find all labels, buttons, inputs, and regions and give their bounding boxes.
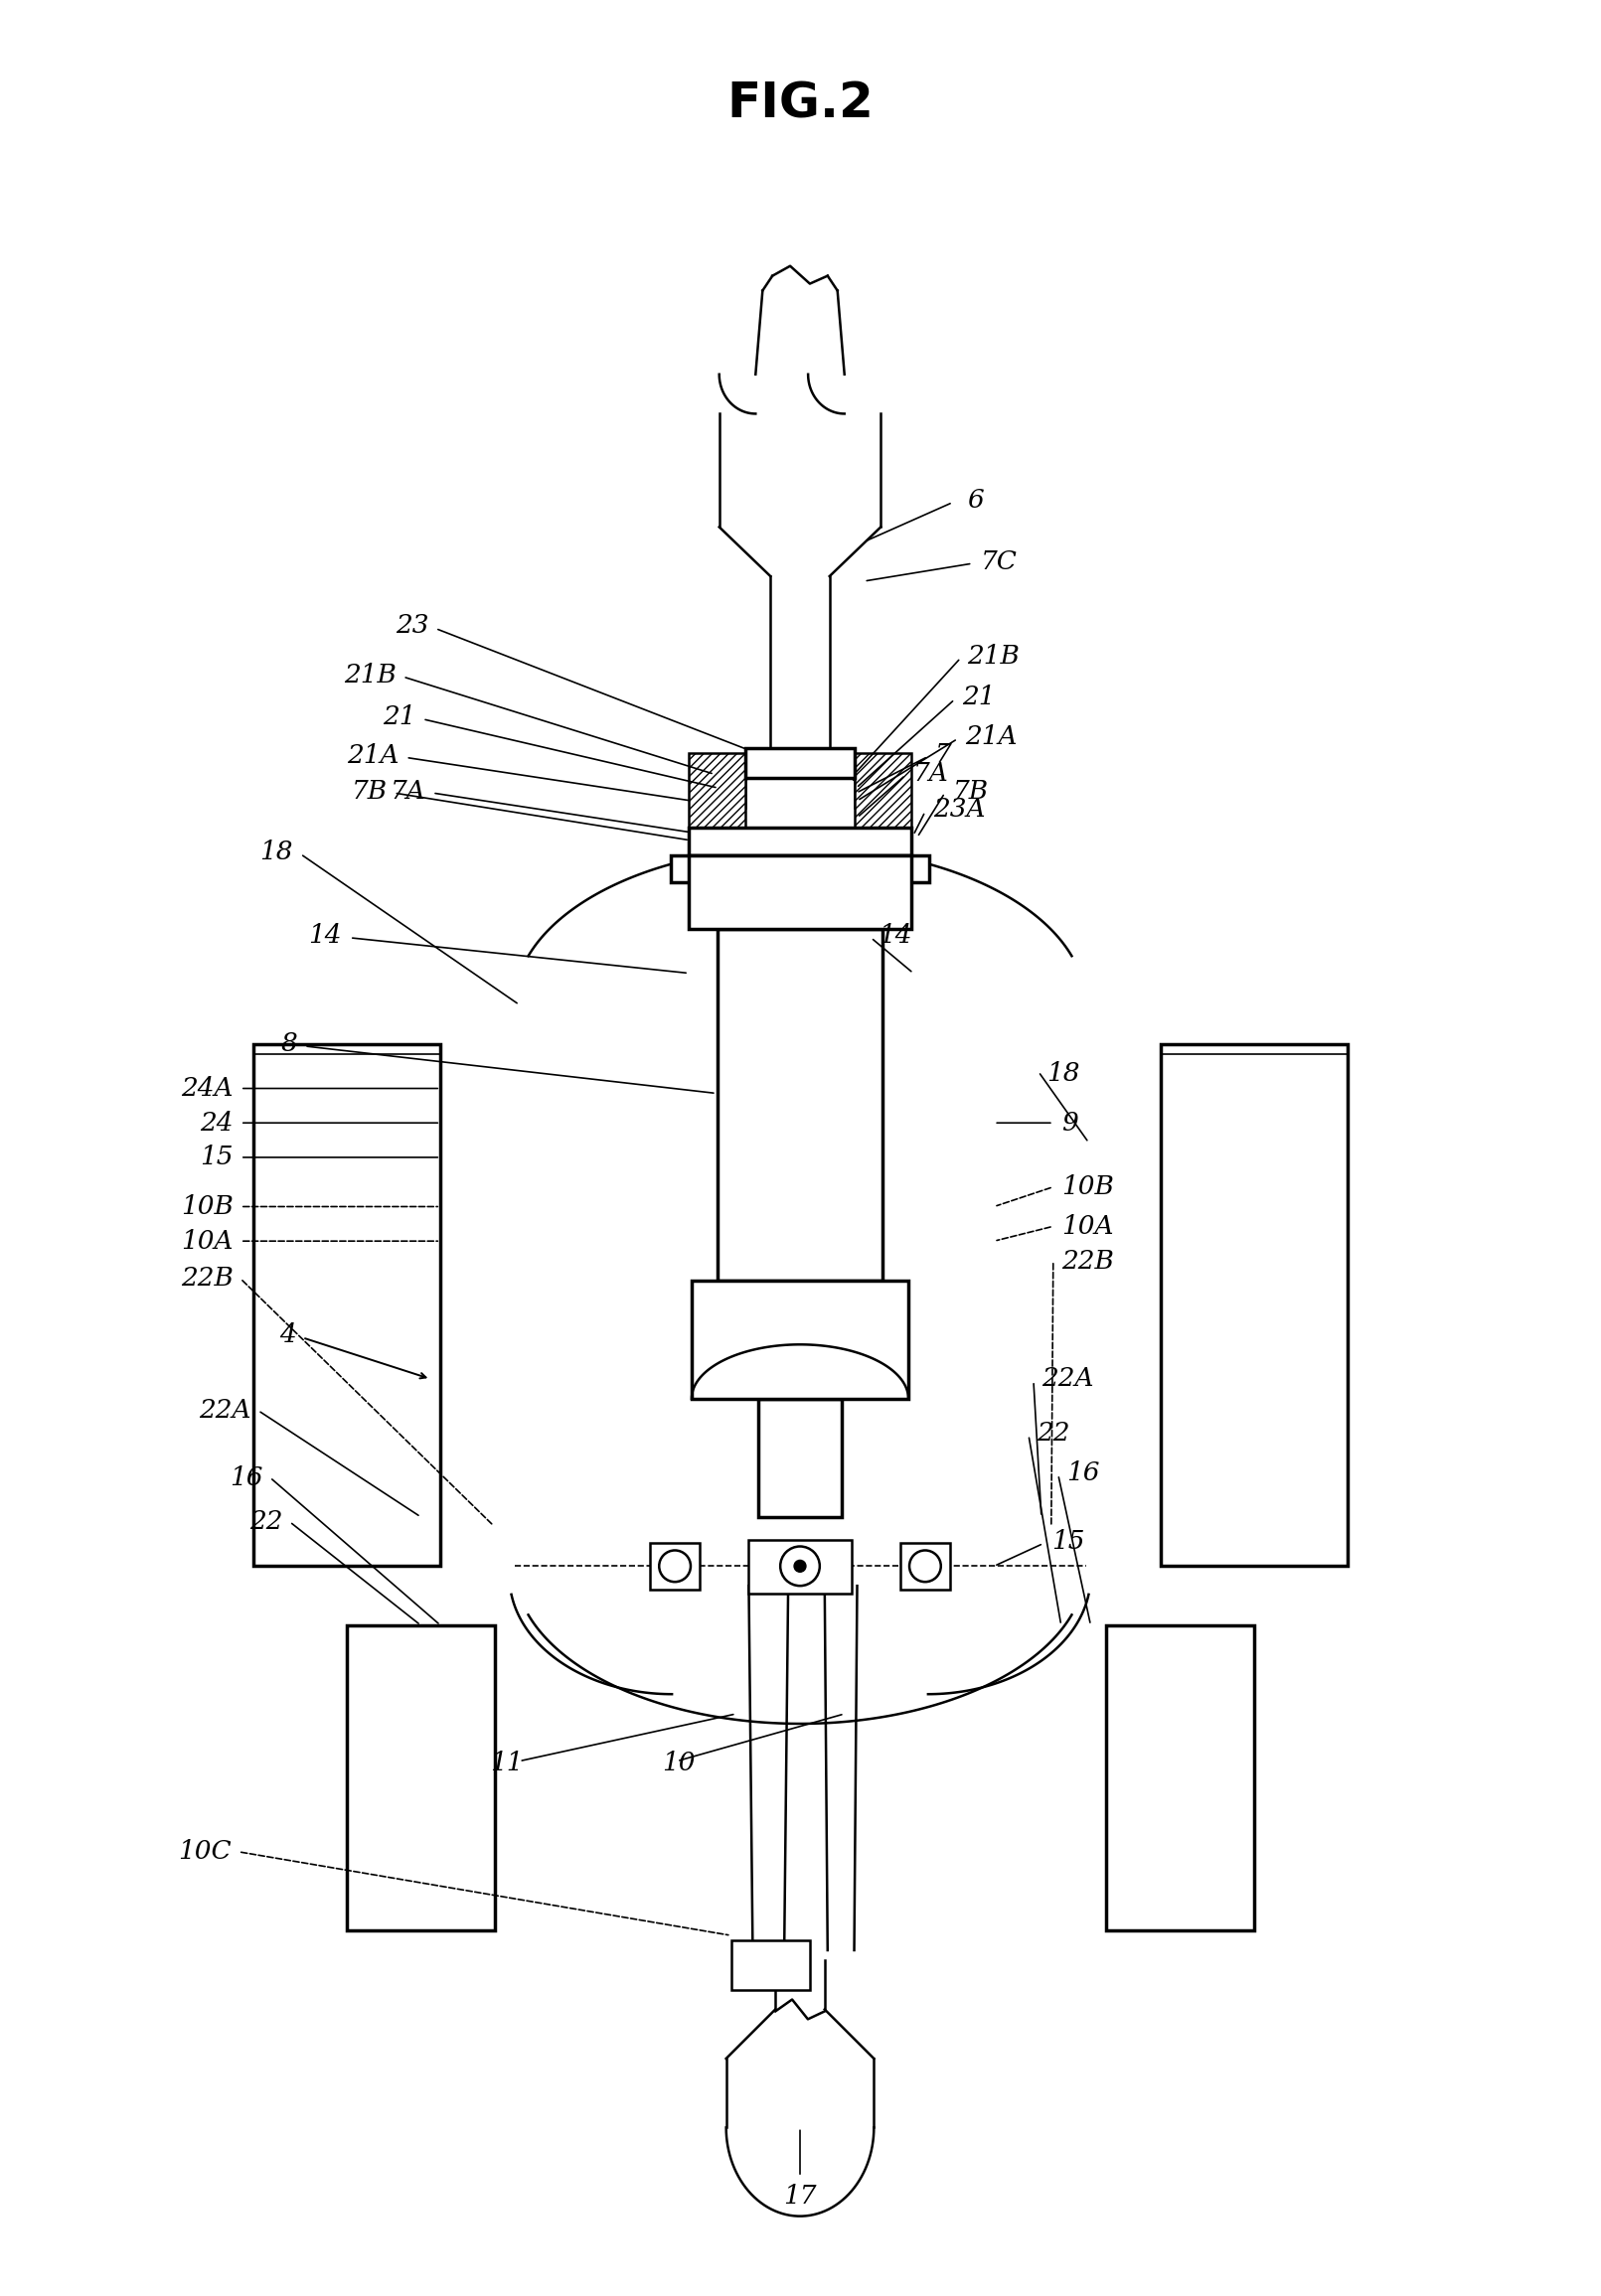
Text: 10B: 10B xyxy=(181,1194,234,1219)
Text: 15: 15 xyxy=(200,1146,234,1169)
Text: 7A: 7A xyxy=(913,760,949,785)
Text: 7: 7 xyxy=(935,742,951,767)
Text: 10C: 10C xyxy=(178,1839,232,1864)
Bar xyxy=(688,882,911,930)
Text: 22B: 22B xyxy=(181,1265,234,1290)
Text: 23: 23 xyxy=(395,613,429,638)
Bar xyxy=(650,1543,700,1589)
Text: 18: 18 xyxy=(259,840,293,863)
Bar xyxy=(688,827,911,854)
Text: 10B: 10B xyxy=(1061,1176,1114,1199)
Text: 11: 11 xyxy=(490,1750,524,1775)
Text: 18: 18 xyxy=(1047,1061,1079,1086)
Text: 22A: 22A xyxy=(199,1398,251,1424)
Text: 8: 8 xyxy=(280,1031,298,1056)
Text: 23A: 23A xyxy=(933,797,985,822)
Text: 14: 14 xyxy=(879,923,913,948)
Text: 24: 24 xyxy=(200,1111,234,1134)
Text: 21B: 21B xyxy=(967,643,1020,668)
Bar xyxy=(347,1626,495,1931)
Bar xyxy=(759,1398,842,1518)
Text: 21A: 21A xyxy=(347,744,399,767)
Bar xyxy=(1106,1626,1254,1931)
Text: 10A: 10A xyxy=(181,1228,234,1254)
Bar xyxy=(855,753,911,833)
Text: 21: 21 xyxy=(383,705,416,730)
Text: 4: 4 xyxy=(279,1322,296,1348)
Text: 21A: 21A xyxy=(965,723,1018,748)
Bar xyxy=(749,1541,852,1593)
Bar xyxy=(746,748,855,778)
Bar xyxy=(717,930,882,1281)
Text: 10A: 10A xyxy=(1061,1215,1113,1240)
Text: 15: 15 xyxy=(1052,1529,1084,1554)
Bar xyxy=(671,854,929,882)
Bar xyxy=(671,854,800,882)
Bar xyxy=(1161,1045,1348,1566)
Text: 9: 9 xyxy=(1061,1111,1077,1134)
Bar xyxy=(746,748,855,778)
Text: 7B: 7B xyxy=(953,778,989,804)
Text: 24A: 24A xyxy=(181,1077,234,1100)
Text: 7A: 7A xyxy=(391,778,426,804)
Text: 21: 21 xyxy=(962,684,996,709)
Text: 22A: 22A xyxy=(1041,1366,1093,1391)
Bar xyxy=(690,829,909,854)
Text: 16: 16 xyxy=(1066,1460,1100,1486)
Bar xyxy=(732,1940,810,1991)
Bar xyxy=(900,1543,949,1589)
Text: 6: 6 xyxy=(967,489,985,512)
Bar xyxy=(692,1281,908,1398)
Circle shape xyxy=(794,1561,805,1573)
Text: 22B: 22B xyxy=(1061,1249,1114,1274)
Text: 14: 14 xyxy=(309,923,343,948)
Bar xyxy=(688,753,746,833)
Text: 22: 22 xyxy=(250,1508,283,1534)
Bar xyxy=(253,1045,440,1566)
Text: 21B: 21B xyxy=(344,661,395,687)
Bar xyxy=(688,854,911,930)
Text: FIG.2: FIG.2 xyxy=(727,80,874,126)
Bar xyxy=(692,1281,908,1398)
Text: 7C: 7C xyxy=(980,549,1017,574)
Text: 22: 22 xyxy=(1036,1421,1069,1446)
Text: 7B: 7B xyxy=(351,778,387,804)
Text: 17: 17 xyxy=(783,2183,817,2209)
Text: 10: 10 xyxy=(663,1750,695,1775)
Bar xyxy=(800,854,929,882)
Text: 16: 16 xyxy=(231,1465,263,1490)
